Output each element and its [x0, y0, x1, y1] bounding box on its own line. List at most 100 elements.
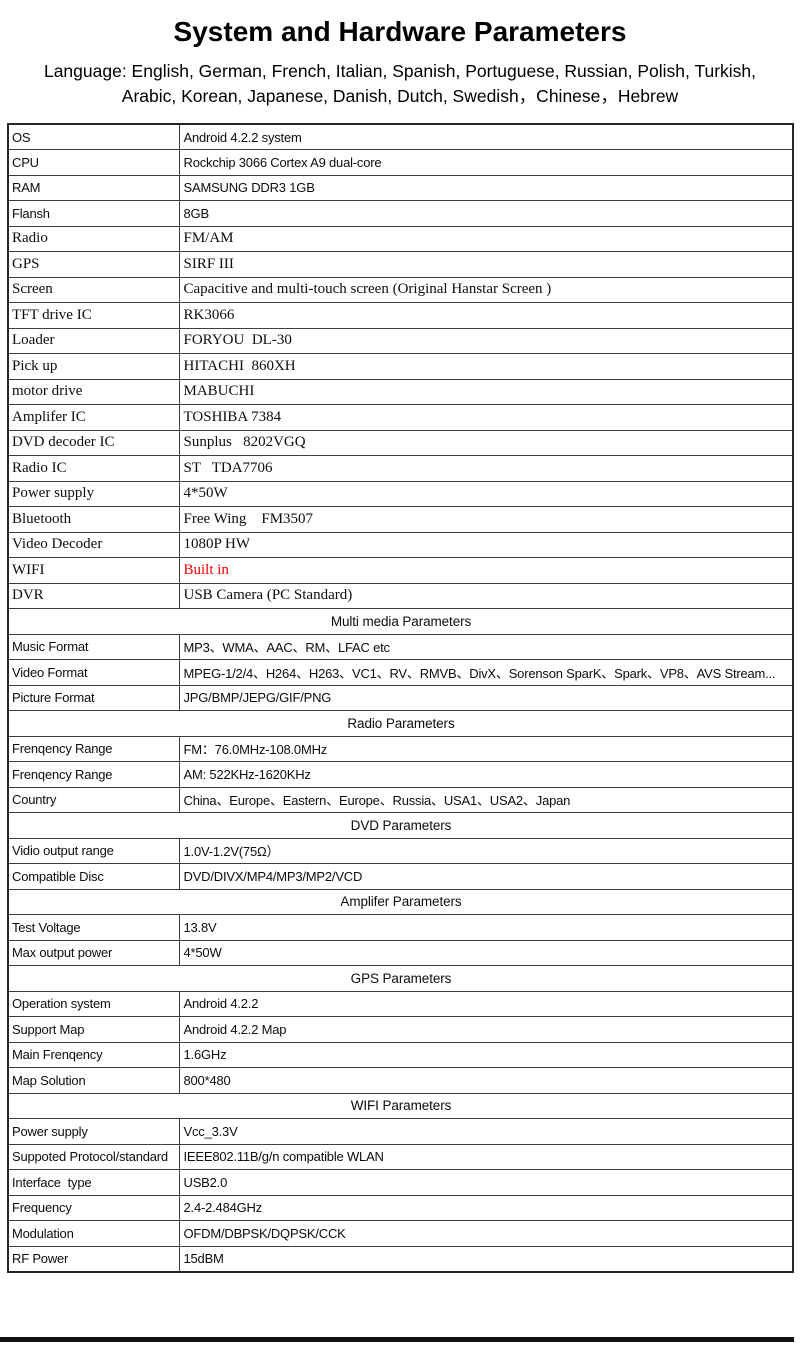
- spec-value: Sunplus 8202VGQ: [178, 429, 794, 456]
- spec-row: motor drive MABUCHI: [7, 378, 794, 405]
- spec-value: TOSHIBA 7384: [178, 404, 794, 431]
- spec-value: Android 4.2.2 Map: [178, 1016, 794, 1043]
- spec-row: OS Android 4.2.2 system: [7, 123, 794, 150]
- spec-label: Video Format: [7, 659, 180, 686]
- spec-value: Vcc_3.3V: [178, 1118, 794, 1145]
- spec-value: HITACHI 860XH: [178, 353, 794, 380]
- spec-label: OS: [7, 123, 180, 150]
- spec-row: Suppoted Protocol/standard IEEE802.11B/g/…: [7, 1143, 794, 1170]
- section-row: DVD Parameters: [7, 812, 794, 839]
- spec-row: Picture Format JPG/BMP/JEPG/GIF/PNG: [7, 684, 794, 711]
- spec-value: MP3、WMA、AAC、RM、LFAC etc: [178, 633, 794, 660]
- spec-label: Power supply: [7, 480, 180, 507]
- spec-value: USB2.0: [178, 1169, 794, 1196]
- spec-row: Pick up HITACHI 860XH: [7, 353, 794, 380]
- spec-label: Compatible Disc: [7, 863, 180, 890]
- spec-label: Max output power: [7, 939, 180, 966]
- section-row: Radio Parameters: [7, 710, 794, 737]
- section-row: GPS Parameters: [7, 965, 794, 992]
- spec-row: GPS SIRF III: [7, 251, 794, 278]
- spec-row: Vidio output range 1.0V-1.2V(75Ω）: [7, 837, 794, 864]
- page-title: System and Hardware Parameters: [173, 16, 627, 47]
- spec-value: 1080P HW: [178, 531, 794, 558]
- spec-value: 4*50W: [178, 939, 794, 966]
- spec-value: Android 4.2.2: [178, 990, 794, 1017]
- spec-label: DVD decoder IC: [7, 429, 180, 456]
- spec-value: 2.4-2.484GHz: [178, 1194, 794, 1221]
- spec-row: Interface type USB2.0: [7, 1169, 794, 1196]
- spec-row: Screen Capacitive and multi-touch screen …: [7, 276, 794, 303]
- spec-row: Operation system Android 4.2.2: [7, 990, 794, 1017]
- spec-table: OS Android 4.2.2 system CPU Rockchip 3066 C…: [7, 123, 794, 1273]
- spec-row: Country China、Europe、Eastern、Europe、Russi…: [7, 786, 794, 813]
- spec-value: SIRF III: [178, 251, 794, 278]
- spec-value: FM/AM: [178, 225, 794, 252]
- spec-row: Compatible Disc DVD/DIVX/MP4/MP3/MP2/VCD: [7, 863, 794, 890]
- spec-row: Power supply 4*50W: [7, 480, 794, 507]
- spec-value: FM：76.0MHz-108.0MHz: [178, 735, 794, 762]
- spec-label: CPU: [7, 149, 180, 176]
- spec-row: CPU Rockchip 3066 Cortex A9 dual-core: [7, 149, 794, 176]
- spec-value: SAMSUNG DDR3 1GB: [178, 174, 794, 201]
- spec-value: OFDM/DBPSK/DQPSK/CCK: [178, 1220, 794, 1247]
- spec-label: Support Map: [7, 1016, 180, 1043]
- spec-value: 1.0V-1.2V(75Ω）: [178, 837, 794, 864]
- section-row: WIFI Parameters: [7, 1092, 794, 1119]
- spec-label: DVR: [7, 582, 180, 609]
- language-line-2: Arabic, Korean, Japanese, Danish, Dutch,…: [121, 86, 679, 106]
- spec-label: Map Solution: [7, 1067, 180, 1094]
- spec-label: Interface type: [7, 1169, 180, 1196]
- spec-label: Test Voltage: [7, 914, 180, 941]
- spec-row: TFT drive IC RK3066: [7, 302, 794, 329]
- spec-label: Bluetooth: [7, 506, 180, 533]
- spec-label: GPS: [7, 251, 180, 278]
- spec-label: Screen: [7, 276, 180, 303]
- spec-row: Amplifer IC TOSHIBA 7384: [7, 404, 794, 431]
- spec-label: motor drive: [7, 378, 180, 405]
- spec-row: Power supply Vcc_3.3V: [7, 1118, 794, 1145]
- spec-label: Video Decoder: [7, 531, 180, 558]
- spec-value: USB Camera (PC Standard): [178, 582, 794, 609]
- section-header: Radio Parameters: [7, 710, 794, 737]
- spec-row: DVR USB Camera (PC Standard): [7, 582, 794, 609]
- spec-value: 1.6GHz: [178, 1041, 794, 1068]
- spec-row: Radio FM/AM: [7, 225, 794, 252]
- spec-value: MABUCHI: [178, 378, 794, 405]
- spec-label: Picture Format: [7, 684, 180, 711]
- section-row: Amplifer Parameters: [7, 888, 794, 915]
- spec-row: Frenqency Range FM：76.0MHz-108.0MHz: [7, 735, 794, 762]
- spec-value: RK3066: [178, 302, 794, 329]
- spec-label: Modulation: [7, 1220, 180, 1247]
- spec-row: Flansh 8GB: [7, 200, 794, 227]
- spec-label: Radio IC: [7, 455, 180, 482]
- spec-value: MPEG-1/2/4、H264、H263、VC1、RV、RMVB、DivX、So…: [178, 659, 794, 686]
- spec-row: DVD decoder IC Sunplus 8202VGQ: [7, 429, 794, 456]
- spec-row: Video Format MPEG-1/2/4、H264、H263、VC1、RV、…: [7, 659, 794, 686]
- spec-row: Video Decoder 1080P HW: [7, 531, 794, 558]
- spec-value: AM: 522KHz-1620KHz: [178, 761, 794, 788]
- spec-row: Music Format MP3、WMA、AAC、RM、LFAC etc: [7, 633, 794, 660]
- spec-label: Vidio output range: [7, 837, 180, 864]
- spec-value: China、Europe、Eastern、Europe、Russia、USA1、…: [178, 786, 794, 813]
- spec-row: Test Voltage 13.8V: [7, 914, 794, 941]
- spec-label: Power supply: [7, 1118, 180, 1145]
- spec-value: 800*480: [178, 1067, 794, 1094]
- spec-value: JPG/BMP/JEPG/GIF/PNG: [178, 684, 794, 711]
- spec-value: Android 4.2.2 system: [178, 123, 794, 150]
- spec-value: 15dBM: [178, 1245, 794, 1272]
- section-header: DVD Parameters: [7, 812, 794, 839]
- spec-label: Country: [7, 786, 180, 813]
- section-header: Amplifer Parameters: [7, 888, 794, 915]
- spec-label: Main Frenqency: [7, 1041, 180, 1068]
- spec-row: RAM SAMSUNG DDR3 1GB: [7, 174, 794, 201]
- language-line-1: Language: English, German, French, Itali…: [43, 61, 757, 81]
- spec-value: Rockchip 3066 Cortex A9 dual-core: [178, 149, 794, 176]
- spec-row: Main Frenqency 1.6GHz: [7, 1041, 794, 1068]
- spec-label: RF Power: [7, 1245, 180, 1272]
- spec-label: Loader: [7, 327, 180, 354]
- spec-row: WIFI Built in: [7, 557, 794, 584]
- section-header: Multi media Parameters: [7, 608, 794, 635]
- spec-row: Modulation OFDM/DBPSK/DQPSK/CCK: [7, 1220, 794, 1247]
- spec-value: FORYOU DL-30: [178, 327, 794, 354]
- spec-label: RAM: [7, 174, 180, 201]
